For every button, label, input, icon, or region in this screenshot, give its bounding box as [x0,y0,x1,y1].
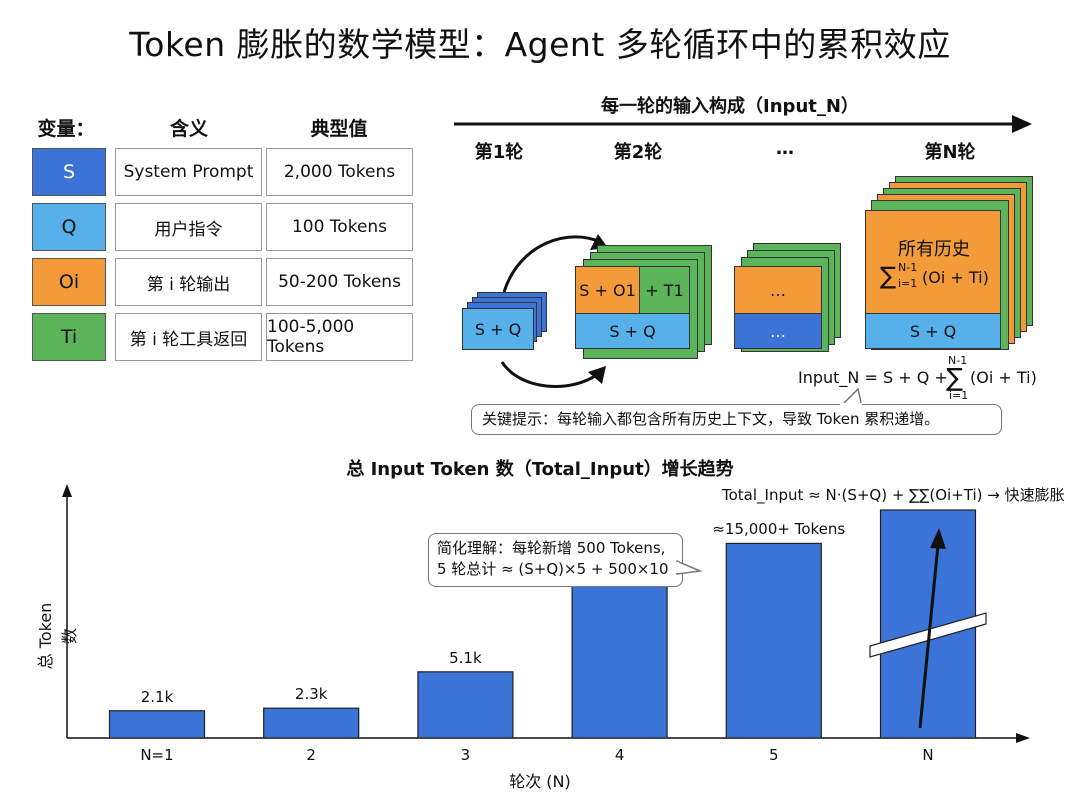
meaning-oi: 第 i 轮输出 [115,258,262,306]
growth-arrow-line [918,544,940,729]
round-label-n: 第N轮 [924,142,976,163]
composition-header: 每一轮的输入构成（Input_N） [601,96,859,117]
growth-arrow-icon [930,528,946,549]
bar-value-label: 5.1k [449,648,482,667]
round-label-1: 第1轮 [474,142,524,163]
value-s: 2,000 Tokens [266,148,413,196]
roundn-sum-upper: N-1 [898,261,918,274]
meaning-s: System Prompt [115,148,262,196]
key-tip-text: 关键提示：每轮输入都包含所有历史上下文，导致 Token 累积递增。 [482,410,940,428]
header-variable: 变量： [37,118,95,140]
sigma-symbol-icon: ∑ [880,262,897,290]
roundn-sum-lower: i=1 [898,277,918,290]
x-tick-label: 2 [306,746,316,764]
roundn-base: S + Q [865,313,1001,349]
swatch-ti: Ti [32,313,106,361]
bar-3 [571,585,668,739]
chart-callout-line1: 简化理解：每轮新增 500 Tokens, [437,539,666,557]
x-tick-label: 4 [614,746,625,764]
roundn-history-title: 所有历史 [898,239,970,260]
round-label-2: 第2轮 [613,142,663,163]
roundn-history: 所有历史 ∑ N-1 i=1 (Oi + Ti) [865,210,1001,314]
value-oi: 50-200 Tokens [266,258,413,306]
round2-base: S + Q [575,313,690,349]
swatch-oi: Oi [32,258,106,306]
bar-4 [725,542,822,739]
chart-callout-pointer [676,560,703,575]
meaning-ti: 第 i 轮工具返回 [115,313,262,361]
page-title: Token 膨胀的数学模型：Agent 多轮循环中的累积效应 [129,25,951,64]
cycle-arrows [500,234,608,388]
value-ti: 100-5,000 Tokens [266,313,413,361]
bar-value-label: ≈15,000+ Tokens [712,520,846,539]
bar-0 [108,710,206,739]
formula-sigma-icon: ∑ [946,363,963,392]
roundn-sum-body: (Oi + Ti) [922,268,989,287]
x-tick-label: 3 [460,746,471,764]
bar-value-label: 2.3k [294,685,328,704]
bar-2 [417,671,514,739]
round2-tool: + T1 [639,266,690,314]
x-tick-label: N=1 [140,746,174,764]
x-axis-arrow-icon [1016,733,1030,743]
formula-prefix: Input_N = S + Q + [798,368,948,387]
tip-pointer-mask [840,403,862,406]
meaning-q: 用户指令 [115,203,262,251]
bar-value-label: 2.1k [140,687,174,706]
swatch-s: S [32,148,106,196]
chart-callout: 简化理解：每轮新增 500 Tokens, 5 轮总计 ≈ (S+Q)×5 + … [428,533,683,587]
x-tick-label: 5 [769,746,779,764]
header-meaning: 含义 [169,118,208,140]
chart-title: 总 Input Token 数（Total_Input）增长趋势 [346,459,734,480]
bar-1 [263,707,360,739]
formula-body: (Oi + Ti) [970,368,1037,387]
timeline-arrow [454,115,1032,133]
swatch-q: Q [32,203,106,251]
formula-sum-upper: N-1 [948,354,968,367]
ellipsis-bottom: … [734,313,822,349]
value-q: 100 Tokens [266,203,413,251]
chart-top-annotation: Total_Input ≈ N·(S+Q) + ∑∑(Oi+Ti) → 快速膨胀 [722,486,1065,504]
chart-callout-line2: 5 轮总计 ≈ (S+Q)×5 + 500×10 [437,560,669,578]
round1-block: S + Q [462,308,534,350]
round2-output: S + O1 [575,266,640,314]
formula-sum-lower: i=1 [949,389,969,402]
round-label-ellipsis: … [776,138,794,159]
y-axis-arrow-icon [62,484,72,497]
x-tick-label: N [922,746,934,764]
key-tip-callout: 关键提示：每轮输入都包含所有历史上下文，导致 Token 累积递增。 [471,404,1002,435]
chart-xlabel: 轮次 (N) [509,772,571,791]
header-value: 典型值 [310,118,368,140]
